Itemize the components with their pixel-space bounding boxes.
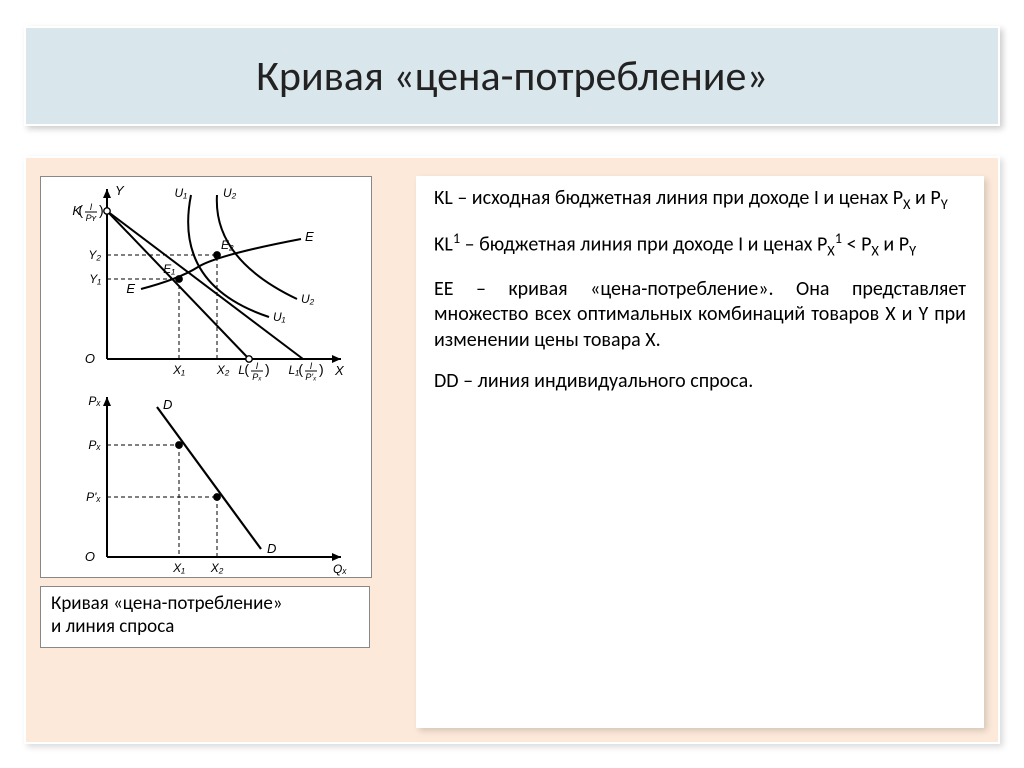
diagram-caption: Кривая «цена-потребление» и линия спроса: [40, 586, 370, 648]
caption-line2: и линия спроса: [51, 615, 174, 638]
svg-text:Pₓ: Pₓ: [88, 394, 101, 408]
svg-text:D: D: [267, 541, 276, 556]
para-kl1: KL1 – бюджетная линия при доходе I и цен…: [434, 229, 966, 260]
svg-text:X₂: X₂: [216, 363, 230, 377]
svg-text:): ): [265, 361, 270, 377]
title-bar: Кривая «цена-потребление»: [24, 26, 1000, 126]
svg-text:P'ₓ: P'ₓ: [86, 490, 101, 504]
svg-text:I: I: [90, 202, 93, 212]
svg-text:P'ₓ: P'ₓ: [305, 372, 317, 382]
svg-text:E: E: [305, 229, 314, 244]
svg-text:U₂: U₂: [223, 186, 237, 200]
svg-text:X: X: [334, 363, 345, 378]
svg-text:U₁: U₁: [273, 310, 286, 324]
svg-text:U₁: U₁: [175, 186, 188, 200]
svg-text:O: O: [85, 549, 95, 564]
svg-text:): ): [99, 202, 104, 218]
svg-text:I: I: [310, 361, 313, 371]
svg-text:D: D: [163, 397, 172, 412]
right-column: KL – исходная бюджетная линия при доходе…: [416, 176, 984, 728]
svg-text:X₁: X₁: [172, 363, 185, 377]
svg-text:E₂: E₂: [221, 238, 234, 252]
svg-text:E₁: E₁: [163, 262, 175, 276]
svg-text:Pₓ: Pₓ: [88, 438, 101, 452]
svg-text:X₂: X₂: [210, 561, 224, 575]
para-kl: KL – исходная бюджетная линия при доходе…: [434, 186, 966, 213]
svg-text:Y₂: Y₂: [88, 248, 101, 262]
content-area: OYXK()IPʏL()IPₓL₁()IP'ₓU₁U₁U₂U₂EEX₁X₂Y₁Y…: [24, 156, 1000, 744]
page-title: Кривая «цена-потребление»: [256, 51, 768, 102]
para-dd: DD – линия индивидуального спроса.: [434, 369, 966, 395]
svg-text:I: I: [256, 361, 259, 371]
diagram-box: OYXK()IPʏL()IPₓL₁()IP'ₓU₁U₁U₂U₂EEX₁X₂Y₁Y…: [40, 176, 372, 578]
economics-diagram: OYXK()IPʏL()IPₓL₁()IP'ₓU₁U₁U₂U₂EEX₁X₂Y₁Y…: [41, 177, 371, 577]
svg-text:(: (: [298, 361, 303, 377]
svg-text:E: E: [126, 281, 135, 296]
svg-text:Qₓ: Qₓ: [333, 562, 347, 576]
svg-text:U₂: U₂: [301, 292, 315, 306]
svg-text:): ): [319, 361, 324, 377]
svg-text:X₁: X₁: [172, 561, 185, 575]
svg-text:O: O: [85, 351, 95, 366]
slide: Кривая «цена-потребление» OYXK()IPʏL()IP…: [0, 0, 1024, 768]
svg-text:Pʏ: Pʏ: [86, 213, 97, 223]
svg-text:(: (: [244, 361, 249, 377]
svg-text:Y: Y: [115, 183, 125, 198]
svg-text:Y₁: Y₁: [89, 272, 101, 286]
caption-line1: Кривая «цена-потребление»: [51, 592, 283, 615]
para-ee: EE – кривая «цена-потребление». Она пред…: [434, 277, 966, 354]
svg-text:Pₓ: Pₓ: [252, 372, 262, 382]
left-column: OYXK()IPʏL()IPₓL₁()IP'ₓU₁U₁U₂U₂EEX₁X₂Y₁Y…: [26, 158, 416, 742]
svg-text:(: (: [78, 202, 83, 218]
